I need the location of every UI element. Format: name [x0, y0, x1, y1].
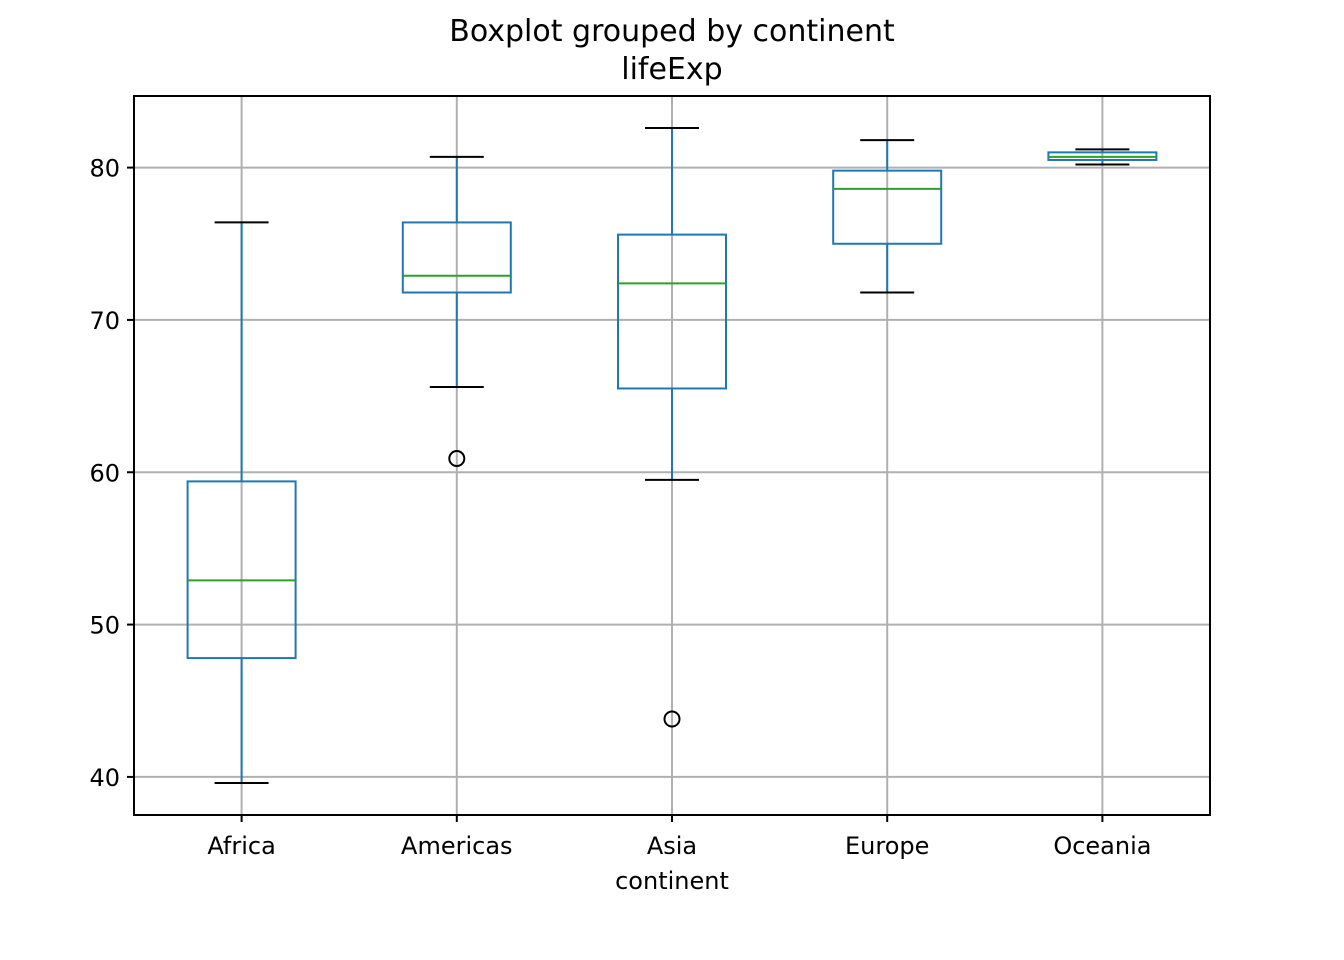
iqr-box [401, 221, 512, 294]
x-tick-label: Asia [647, 832, 697, 860]
x-axis-label: continent [615, 867, 729, 895]
tick-layer: 40 50 60 70 80 Africa Americas Asia Europe Oceani… [89, 155, 1151, 860]
box-group-europe [832, 139, 943, 294]
box-group-asia [617, 126, 727, 728]
outlier-point [663, 710, 681, 728]
y-tick-label: 40 [89, 764, 120, 792]
box-group-oceania [1047, 148, 1158, 166]
box-layer [186, 126, 1158, 785]
box-group-americas [401, 155, 512, 468]
box-group-africa [186, 221, 297, 785]
x-tick-label: Africa [207, 832, 275, 860]
iqr-box [832, 169, 943, 245]
iqr-box [186, 480, 297, 660]
outlier-point [448, 450, 466, 468]
chart-suptitle: Boxplot grouped by continent [449, 14, 895, 49]
x-tick-label: Americas [401, 832, 513, 860]
y-tick-label: 70 [89, 307, 120, 335]
y-tick-label: 60 [89, 459, 120, 487]
y-tick-label: 50 [89, 612, 120, 640]
x-tick-label: Oceania [1053, 832, 1151, 860]
y-tick-label: 80 [89, 155, 120, 183]
chart-title: lifeExp [621, 52, 723, 87]
x-tick-label: Europe [845, 832, 929, 860]
iqr-box [617, 233, 727, 390]
